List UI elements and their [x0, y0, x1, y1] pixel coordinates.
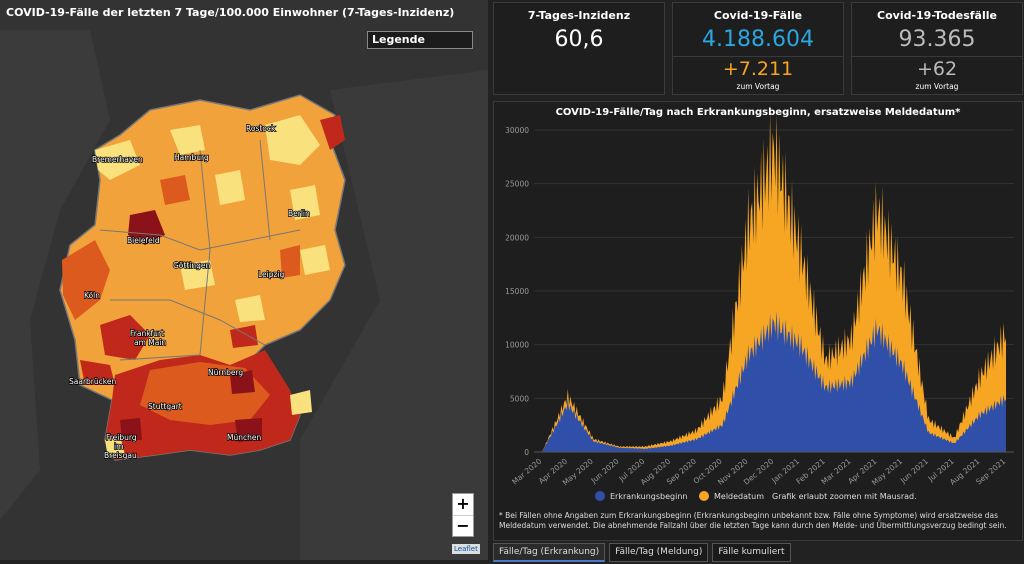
kpi-incidence: 7-Tages-Inzidenz 60,6: [493, 2, 665, 95]
city-label: Leipzig: [258, 270, 285, 279]
city-label: Frankfurt: [130, 329, 164, 338]
city-label: Saarbrücken: [69, 377, 116, 386]
city-label: Bremerhaven: [92, 155, 143, 164]
tab-faelle-erkrankung[interactable]: Fälle/Tag (Erkrankung): [493, 543, 606, 562]
legend-label-erkrankungsbeginn: Erkrankungsbeginn: [610, 492, 687, 501]
y-tick-label: 0: [524, 448, 529, 457]
legend-marker-erkrankungsbeginn: [595, 491, 605, 501]
chart-title: COVID-19-Fälle/Tag nach Erkrankungsbegin…: [555, 107, 961, 118]
germany-regions[interactable]: [59, 94, 346, 461]
city-label: Berlin: [288, 209, 310, 218]
y-tick-label: 30000: [505, 126, 529, 135]
city-label: am Main: [134, 338, 166, 347]
y-tick-label: 15000: [505, 287, 529, 296]
city-label: Freiburg: [106, 433, 137, 442]
legend-button[interactable]: Legende: [367, 31, 473, 49]
kpi-deaths-delta: +62: [916, 58, 958, 80]
city-label: Breisgau: [104, 451, 137, 460]
kpi-cases-sub: zum Vortag: [736, 82, 780, 91]
kpi-deaths: Covid-19-Todesfälle 93.365 +62 zum Vorta…: [851, 2, 1023, 95]
kpi-deaths-value: 93.365: [898, 27, 976, 52]
legend-note: Grafik erlaubt zoomen mit Mausrad.: [772, 492, 917, 501]
y-tick-label: 10000: [505, 341, 529, 350]
city-label: Rostock: [246, 124, 276, 133]
y-tick-label: 25000: [505, 180, 529, 189]
chart-panel[interactable]: 0 5000 10000 15000 20000 25000 30000 Mar 2020 Ap…: [493, 101, 1023, 541]
kpi-cases-value: 4.188.604: [702, 27, 814, 52]
city-label: Göttingen: [173, 261, 210, 270]
y-tick-label: 20000: [505, 233, 529, 242]
city-label: Hamburg: [174, 153, 209, 162]
tab-faelle-meldung[interactable]: Fälle/Tag (Meldung): [609, 543, 709, 562]
divider: [852, 56, 1022, 57]
kpi-incidence-title: 7-Tages-Inzidenz: [527, 9, 631, 22]
neighbour-land-west: [0, 30, 110, 520]
city-label: Nürnberg: [208, 368, 243, 377]
divider: [673, 56, 843, 57]
kpi-deaths-title: Covid-19-Todesfälle: [877, 9, 997, 22]
series-erkrankungsbeginn-area: [542, 311, 1006, 452]
city-label: Stuttgart: [148, 402, 182, 411]
legend-label-meldedatum: Meldedatum: [714, 492, 764, 501]
kpi-cases: Covid-19-Fälle 4.188.604 +7.211 zum Vort…: [672, 2, 844, 95]
kpi-incidence-value: 60,6: [554, 27, 604, 52]
kpi-cases-delta: +7.211: [722, 58, 794, 80]
chart-tabs: Fälle/Tag (Erkrankung) Fälle/Tag (Meldun…: [493, 543, 795, 564]
city-label: München: [227, 433, 261, 442]
zoom-out-button[interactable]: −: [456, 516, 470, 535]
city-label: Bielefeld: [127, 236, 160, 245]
kpi-cases-title: Covid-19-Fälle: [713, 9, 803, 22]
leaflet-attribution-link[interactable]: Leaflet: [452, 544, 480, 554]
legend-marker-meldedatum: [699, 491, 709, 501]
germany-map[interactable]: Rostock Bremerhaven Hamburg Berlin Biele…: [0, 0, 488, 560]
city-label: im: [114, 442, 123, 451]
zoom-in-button[interactable]: +: [453, 494, 473, 516]
chart-footnote: * Bei Fällen ohne Angaben zum Erkrankung…: [499, 511, 1007, 530]
neighbour-land-east: [300, 70, 488, 560]
zoom-control: + −: [452, 493, 474, 537]
map-title: COVID-19-Fälle der letzten 7 Tage/100.00…: [6, 6, 455, 19]
y-tick-label: 5000: [510, 394, 529, 403]
city-label: Köln: [84, 291, 100, 300]
tab-faelle-kumuliert[interactable]: Fälle kumuliert: [712, 543, 791, 562]
x-tick-label: Jun 2020: [589, 456, 621, 485]
x-tick-label: Jun 2021: [898, 456, 930, 485]
kpi-deaths-sub: zum Vortag: [915, 82, 959, 91]
map-panel[interactable]: Rostock Bremerhaven Hamburg Berlin Biele…: [0, 0, 488, 560]
